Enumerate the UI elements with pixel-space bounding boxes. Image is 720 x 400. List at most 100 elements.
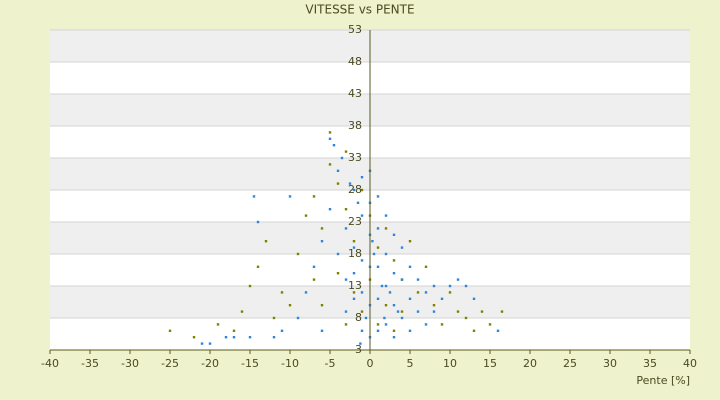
point <box>288 195 292 198</box>
point <box>344 208 348 211</box>
point <box>376 265 380 268</box>
point <box>296 252 300 256</box>
x-tick-label: -5 <box>325 357 336 370</box>
point <box>424 291 428 294</box>
y-tick-label: 53 <box>348 23 362 36</box>
point <box>456 278 460 281</box>
point <box>352 240 356 243</box>
point <box>392 259 396 262</box>
point <box>448 291 452 294</box>
point <box>440 323 444 326</box>
point <box>396 310 400 313</box>
x-tick-label: -15 <box>241 357 259 370</box>
point <box>384 252 388 256</box>
point <box>344 323 348 326</box>
point <box>408 240 412 243</box>
x-tick-label: 15 <box>483 357 497 370</box>
point <box>332 144 336 147</box>
point <box>168 329 172 332</box>
point <box>232 329 236 332</box>
point <box>384 284 388 288</box>
point <box>248 336 252 339</box>
point <box>400 278 404 281</box>
point <box>280 329 284 332</box>
y-tick-label: 23 <box>348 215 362 228</box>
point <box>500 310 504 313</box>
point <box>376 323 380 326</box>
point <box>320 227 324 230</box>
point <box>344 227 348 230</box>
point <box>328 137 332 140</box>
point <box>384 323 388 326</box>
point <box>392 272 396 275</box>
point <box>464 284 468 288</box>
point <box>376 195 380 198</box>
x-tick-label: -30 <box>121 357 139 370</box>
point <box>432 304 436 307</box>
x-tick-label: -25 <box>161 357 179 370</box>
point <box>392 336 396 339</box>
y-tick-label: 33 <box>348 151 362 164</box>
point <box>364 316 368 320</box>
point <box>256 220 260 224</box>
point <box>432 284 436 288</box>
point <box>488 323 492 326</box>
point <box>312 278 316 281</box>
point <box>408 329 412 332</box>
point <box>312 195 316 198</box>
point <box>360 188 364 192</box>
point <box>371 240 374 243</box>
point <box>424 323 428 326</box>
x-tick-label: 30 <box>603 357 617 370</box>
point <box>356 201 360 204</box>
point <box>392 233 396 236</box>
y-tick-label: 43 <box>348 87 362 100</box>
point <box>416 291 420 294</box>
x-tick-label: 35 <box>643 357 657 370</box>
point <box>296 316 300 320</box>
point <box>380 284 384 288</box>
point <box>336 169 340 172</box>
x-tick-label: 25 <box>563 357 577 370</box>
point <box>360 214 364 217</box>
point <box>352 291 356 294</box>
point <box>304 214 308 217</box>
point <box>352 272 356 275</box>
y-tick-label: 28 <box>348 183 362 196</box>
point <box>432 310 436 313</box>
point <box>280 291 284 294</box>
point <box>328 163 332 166</box>
x-tick-label: -20 <box>201 357 219 370</box>
point <box>408 297 412 300</box>
x-tick-label: -40 <box>41 357 59 370</box>
point <box>336 182 340 185</box>
point <box>376 297 380 300</box>
point <box>340 156 344 160</box>
point <box>200 342 204 345</box>
point <box>256 265 260 268</box>
point <box>208 342 212 345</box>
y-tick-label: 13 <box>348 279 362 292</box>
point <box>336 272 340 275</box>
point <box>272 316 276 320</box>
point <box>304 291 308 294</box>
point <box>344 278 348 281</box>
point <box>320 240 324 243</box>
point <box>464 316 468 320</box>
point <box>352 246 356 249</box>
point <box>344 310 348 313</box>
point <box>360 176 364 179</box>
x-tick-label: -10 <box>281 357 299 370</box>
point <box>216 323 220 326</box>
point <box>388 291 392 294</box>
point <box>440 297 444 300</box>
point <box>252 195 256 198</box>
point <box>360 329 364 332</box>
y-tick-label: 48 <box>348 55 362 68</box>
point <box>328 208 332 211</box>
point <box>376 227 380 230</box>
point <box>288 304 292 307</box>
point <box>264 240 268 243</box>
x-tick-label: 10 <box>443 357 457 370</box>
